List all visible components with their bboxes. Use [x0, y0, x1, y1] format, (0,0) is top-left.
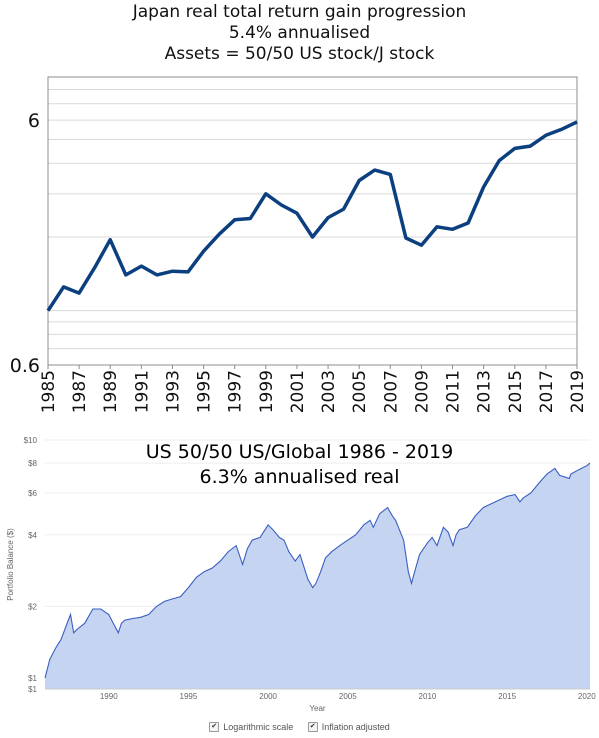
chart2-x-tick-label: 2015 — [498, 692, 516, 701]
chart2-y-tick-label: $1 — [28, 685, 37, 694]
chart2-series-line — [44, 462, 591, 679]
chart2-x-tick-label: 1990 — [100, 692, 118, 701]
chart1-x-tick-label: 1987 — [70, 370, 90, 413]
chart2-title: US 50/50 US/Global 1986 - 2019 — [145, 441, 454, 463]
chart2-x-tick-label: 2010 — [419, 692, 437, 701]
chart1-y-tick-label: 6 — [28, 110, 40, 132]
chart1-subtitle-2: Assets = 50/50 US stock/J stock — [164, 44, 435, 64]
chart1-x-tick-label: 2003 — [319, 370, 339, 413]
chart2-x-tick-label: 2000 — [259, 692, 277, 701]
chart2-y-tick-label: $8 — [28, 459, 37, 468]
chart2-x-tick-label: 1995 — [180, 692, 198, 701]
chart1-y-tick-label: 0.6 — [10, 355, 40, 377]
chart1-x-tick-label: 2007 — [381, 370, 401, 413]
chart1-series-line — [46, 120, 578, 312]
chart2-y-tick-label: $1 — [28, 674, 37, 683]
chart1-x-tick-label: 2001 — [288, 370, 308, 413]
chart1-subtitle-1: 5.4% annualised — [228, 23, 371, 43]
chart1-x-tick-label: 1991 — [132, 370, 152, 413]
chart2-y-tick-label: $2 — [28, 602, 37, 611]
chart2-controls: ✔ Logarithmic scale ✔ Inflation adjusted — [0, 720, 599, 732]
chart2-y-axis-label: Portfolio Balance ($) — [6, 528, 15, 601]
chart1-x-tick-label: 2011 — [444, 370, 464, 413]
chart2-x-tick-label: 2020 — [578, 692, 596, 701]
chart1-x-tick-label: 1999 — [257, 370, 277, 413]
chart1-plot-frame — [47, 76, 578, 366]
inflation-adjusted-label: Inflation adjusted — [321, 722, 390, 732]
log-scale-label: Logarithmic scale — [223, 722, 294, 732]
chart2-subtitle: 6.3% annualised real — [199, 466, 400, 488]
chart1-x-tick-label: 2015 — [506, 370, 526, 413]
chart1-x-tick-label: 2017 — [537, 370, 557, 413]
chart2-y-tick-label: $4 — [28, 531, 37, 540]
chart1-x-tick-label: 1995 — [195, 370, 215, 413]
inflation-check-icon[interactable]: ✔ — [307, 722, 318, 732]
chart1-x-tick-label: 1993 — [163, 370, 183, 413]
chart2-y-tick-label: $10 — [24, 436, 38, 445]
chart1-x-tick-label: 1985 — [39, 370, 59, 413]
chart2-x-tick-label: 2005 — [339, 692, 357, 701]
chart2-x-axis-label: Year — [309, 704, 326, 713]
chart1-title: Japan real total return gain progression — [132, 2, 467, 22]
chart1-x-tick-label: 2009 — [412, 370, 432, 413]
chart2-area-fill — [45, 463, 590, 689]
log-scale-checkbox[interactable]: ✔ Logarithmic scale — [209, 722, 293, 732]
chart1-title-block: Japan real total return gain progression… — [0, 2, 599, 65]
chart2-y-tick-label: $6 — [28, 489, 37, 498]
chart1-x-tick-label: 1997 — [226, 370, 246, 413]
chart1-x-tick-label: 1989 — [101, 370, 121, 413]
chart2-title-block: US 50/50 US/Global 1986 - 2019 6.3% annu… — [0, 440, 599, 490]
chart1-x-tick-label: 2005 — [350, 370, 370, 413]
inflation-adjusted-checkbox[interactable]: ✔ Inflation adjusted — [307, 722, 390, 732]
chart1-x-tick-label: 2019 — [568, 370, 588, 413]
chart1-x-tick-label: 2013 — [475, 370, 495, 413]
log-scale-check-icon[interactable]: ✔ — [209, 722, 220, 732]
